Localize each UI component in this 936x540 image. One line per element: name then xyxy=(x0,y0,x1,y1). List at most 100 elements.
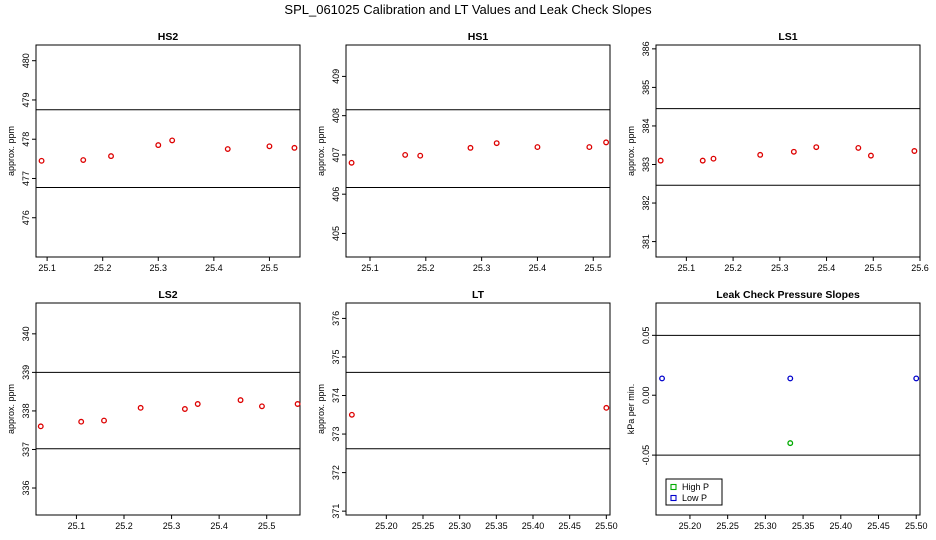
data-point xyxy=(80,157,87,163)
legend-label: High P xyxy=(682,482,709,492)
y-tick-label: -0.05 xyxy=(641,445,651,466)
data-point xyxy=(657,157,664,164)
data-point xyxy=(417,152,424,159)
y-tick-label: 477 xyxy=(21,171,31,186)
x-tick-label: 25.2 xyxy=(115,521,133,531)
x-tick-label: 25.3 xyxy=(771,263,789,273)
panel-title: LS2 xyxy=(158,289,177,301)
y-axis-label: approx. ppm xyxy=(316,126,326,176)
data-point xyxy=(757,151,764,158)
panel-title: HS2 xyxy=(158,31,179,43)
y-axis-label: approx. ppm xyxy=(6,126,16,176)
legend-marker xyxy=(670,483,677,491)
data-point xyxy=(169,137,176,144)
y-tick-label: 407 xyxy=(331,147,341,162)
x-tick-label: 25.5 xyxy=(865,263,883,273)
x-tick-label: 25.20 xyxy=(679,521,702,531)
x-tick-label: 25.5 xyxy=(261,263,279,273)
data-point xyxy=(224,146,231,152)
y-axis-label: approx. ppm xyxy=(626,126,636,176)
y-tick-label: 479 xyxy=(21,92,31,107)
x-tick-label: 25.4 xyxy=(529,263,547,273)
panel-title: Leak Check Pressure Slopes xyxy=(716,289,860,301)
panel-5: Leak Check Pressure Slopes 25.20 25.25 25.3… xyxy=(626,289,927,531)
plot-frame xyxy=(345,44,611,258)
data-point xyxy=(787,440,794,447)
data-point xyxy=(911,148,918,154)
panel-title: LT xyxy=(472,289,485,301)
data-point xyxy=(258,403,265,410)
data-point xyxy=(402,151,409,158)
x-tick-label: 25.50 xyxy=(905,521,928,531)
x-tick-label: 25.2 xyxy=(94,263,112,273)
data-point xyxy=(137,404,144,411)
y-tick-label: 476 xyxy=(21,210,31,225)
x-tick-label: 25.50 xyxy=(595,521,618,531)
y-tick-label: 372 xyxy=(331,465,341,480)
x-tick-label: 25.5 xyxy=(584,263,602,273)
x-tick-label: 25.30 xyxy=(754,521,777,531)
data-point xyxy=(237,397,244,404)
panel-0: HS2 25.1 25.2 25.3 25.4 25.5 476 477 478 479 480 ap… xyxy=(6,31,301,273)
y-tick-label: 371 xyxy=(331,504,341,519)
y-tick-label: 338 xyxy=(21,403,31,418)
y-tick-label: 340 xyxy=(21,326,31,341)
y-tick-label: 384 xyxy=(641,118,651,133)
panel-title: HS1 xyxy=(468,31,489,43)
x-tick-label: 25.35 xyxy=(485,521,508,531)
x-tick-label: 25.4 xyxy=(205,263,223,273)
plot-frame xyxy=(345,302,611,516)
y-tick-label: 0.05 xyxy=(641,327,651,345)
x-tick-label: 25.20 xyxy=(375,521,398,531)
plot-frame xyxy=(35,44,301,258)
data-point xyxy=(78,418,85,425)
y-tick-label: 478 xyxy=(21,132,31,147)
x-tick-label: 25.1 xyxy=(678,263,696,273)
y-tick-label: 409 xyxy=(331,69,341,84)
panel-1: HS1 25.1 25.2 25.3 25.4 25.5 405 406 407 408 409 ap… xyxy=(316,31,611,273)
data-point xyxy=(38,157,45,164)
x-tick-label: 25.35 xyxy=(792,521,815,531)
x-tick-label: 25.3 xyxy=(150,263,168,273)
y-tick-label: 480 xyxy=(21,53,31,68)
data-point xyxy=(291,144,298,151)
panel-title: LS1 xyxy=(778,31,797,43)
data-point xyxy=(855,144,862,151)
data-point xyxy=(790,148,797,155)
data-point xyxy=(348,411,355,418)
x-tick-label: 25.6 xyxy=(911,263,929,273)
plot-frame xyxy=(655,302,921,516)
x-tick-label: 25.4 xyxy=(210,521,228,531)
y-tick-label: 339 xyxy=(21,365,31,380)
x-tick-label: 25.1 xyxy=(68,521,86,531)
y-tick-label: 373 xyxy=(331,427,341,442)
panel-4: LT 25.20 25.25 25.30 25.35 25.40 25.45 25.50 371… xyxy=(316,289,618,531)
data-point xyxy=(787,375,794,382)
x-tick-label: 25.40 xyxy=(522,521,545,531)
data-point xyxy=(659,375,665,382)
y-tick-label: 383 xyxy=(641,157,651,172)
y-tick-label: 385 xyxy=(641,80,651,95)
y-tick-label: 381 xyxy=(641,234,651,249)
x-tick-label: 25.30 xyxy=(448,521,471,531)
y-tick-label: 375 xyxy=(331,349,341,364)
data-point xyxy=(194,401,201,407)
y-tick-label: 374 xyxy=(331,388,341,403)
y-tick-label: 376 xyxy=(331,311,341,326)
x-tick-label: 25.2 xyxy=(724,263,742,273)
x-tick-label: 25.5 xyxy=(258,521,276,531)
figure-title: SPL_061025 Calibration and LT Values and… xyxy=(284,2,652,17)
x-tick-label: 25.2 xyxy=(417,263,435,273)
data-point xyxy=(586,144,593,151)
y-tick-label: 0.00 xyxy=(641,386,651,404)
x-tick-label: 25.3 xyxy=(163,521,181,531)
data-point xyxy=(710,155,717,162)
x-tick-label: 25.45 xyxy=(558,521,581,531)
plot-frame xyxy=(35,302,301,516)
data-point xyxy=(534,144,541,151)
data-point xyxy=(108,153,114,160)
y-axis-label: approx. ppm xyxy=(316,384,326,434)
data-point xyxy=(493,140,500,147)
y-axis-label: kPa per min. xyxy=(626,384,636,435)
